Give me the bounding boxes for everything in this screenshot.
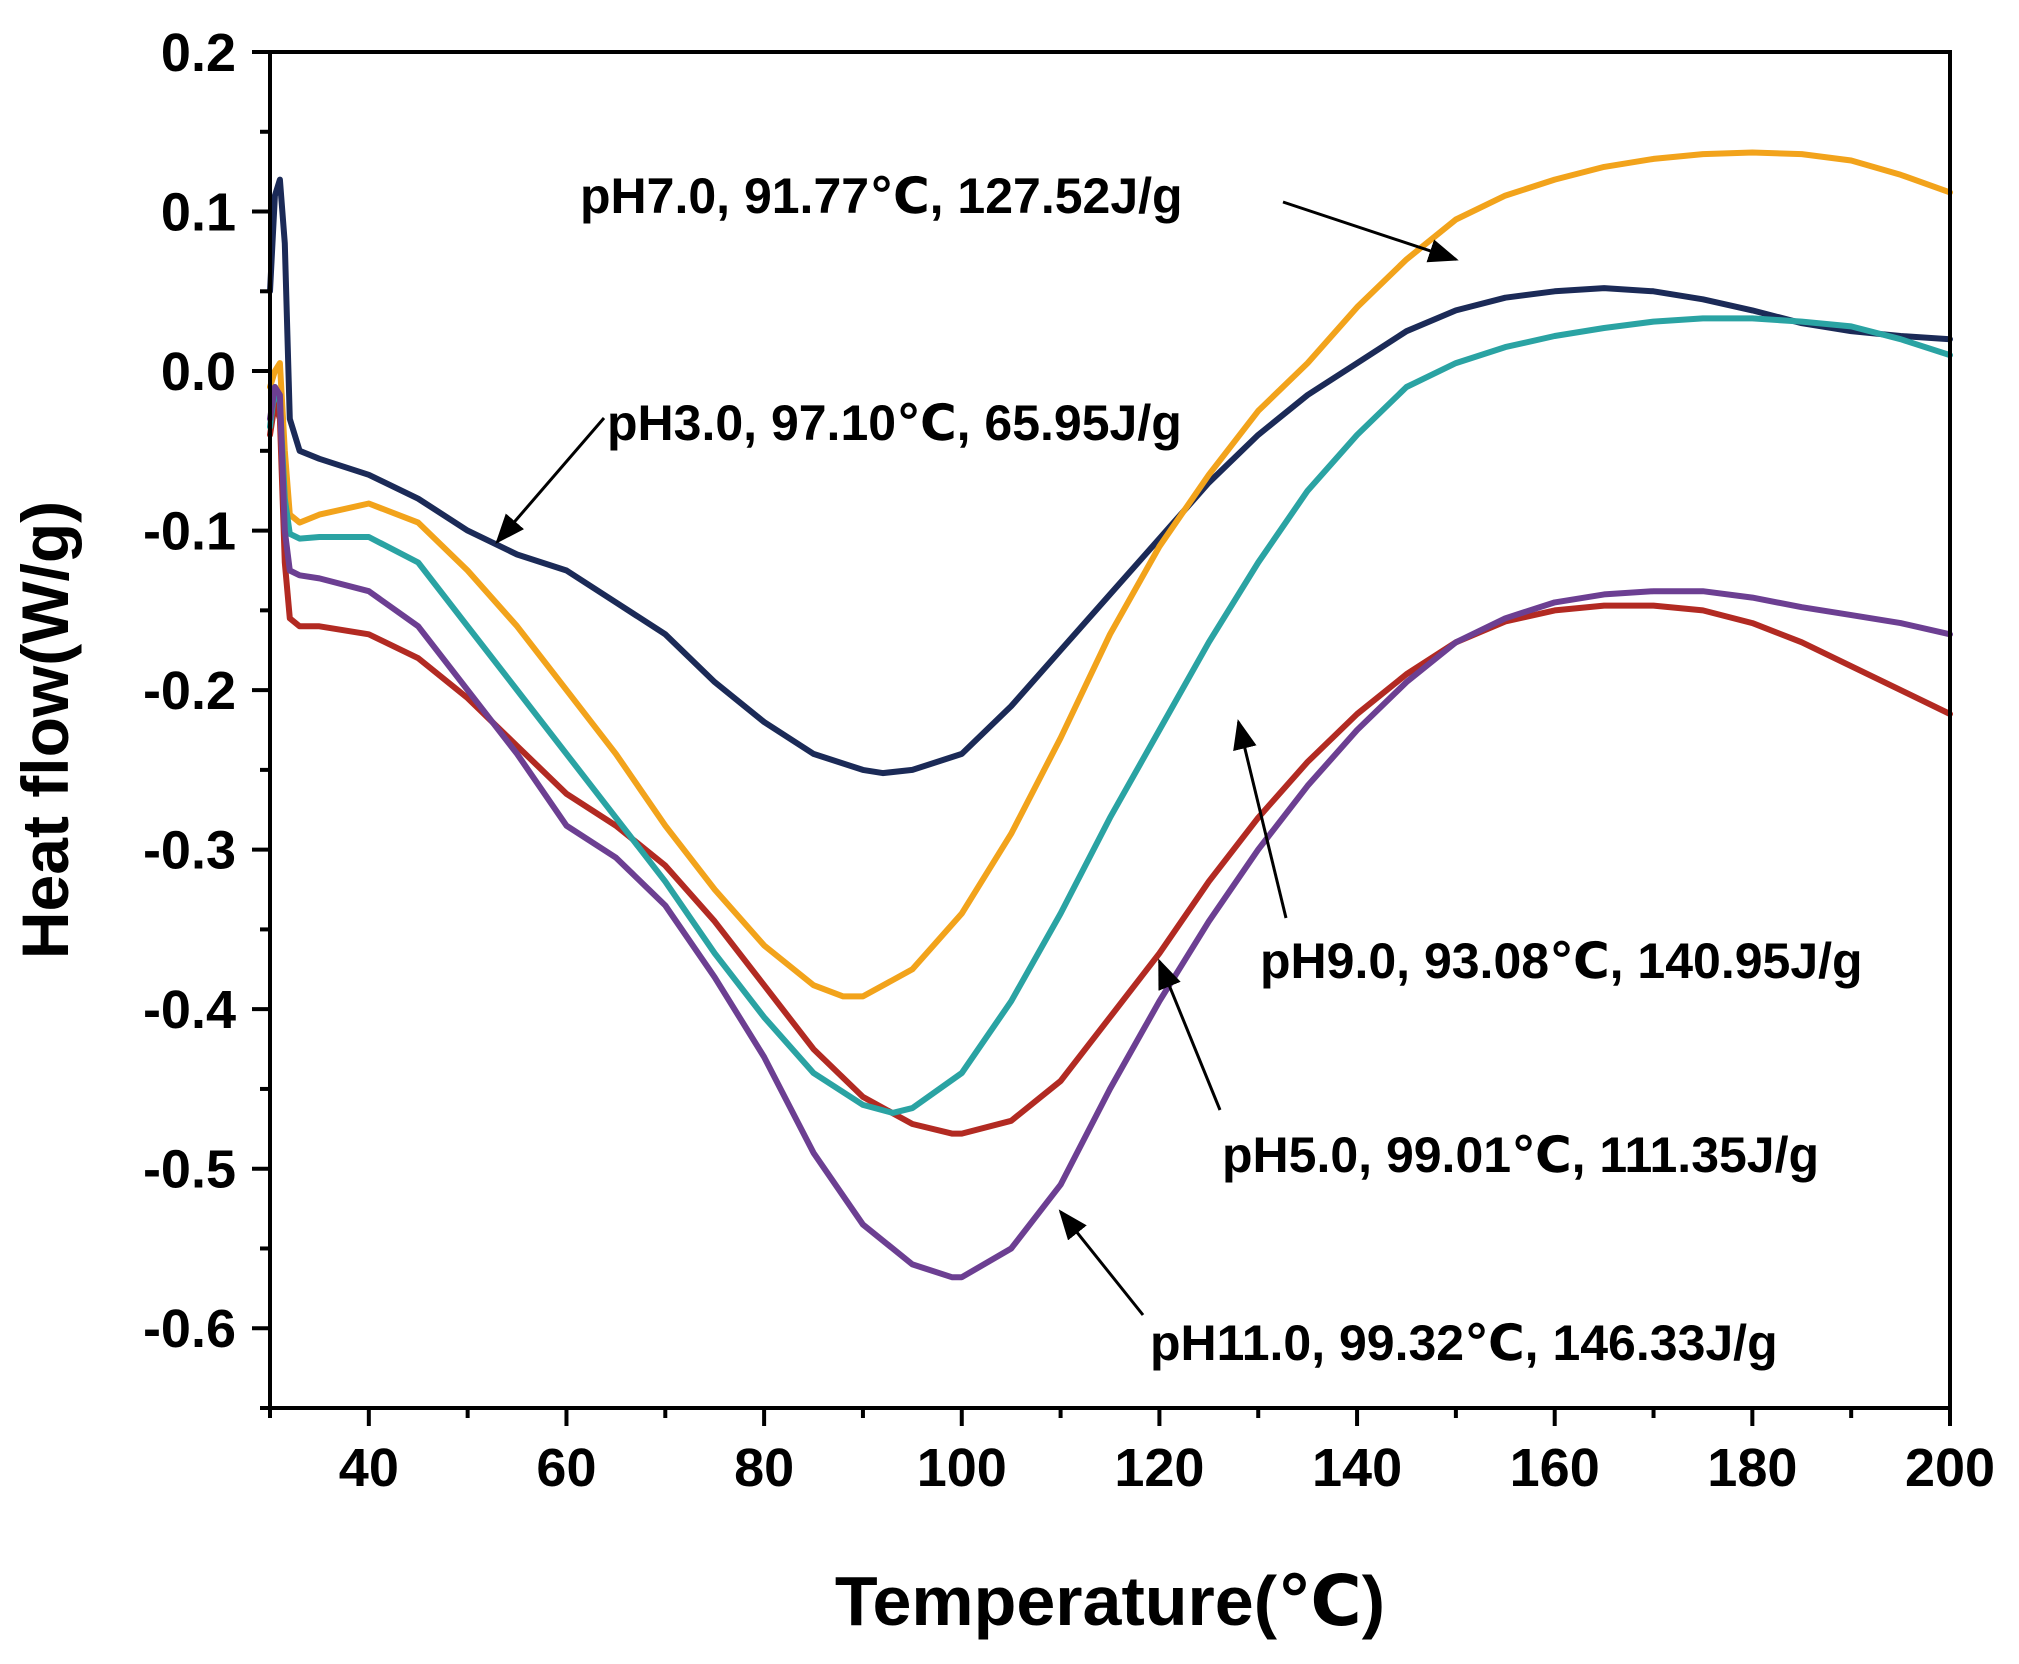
annotation-ph5-0: pH5.0, 99.01℃, 111.35J/g bbox=[1222, 1127, 1819, 1183]
annotation-layer: pH7.0, 91.77℃, 127.52J/g pH3.0, 97.10℃, 6… bbox=[495, 168, 1863, 1371]
x-tick-label: 180 bbox=[1707, 1438, 1797, 1498]
x-tick-label: 140 bbox=[1312, 1438, 1402, 1498]
x-tick-label: 40 bbox=[339, 1438, 399, 1498]
series-line-ph7-0 bbox=[267, 149, 1953, 1000]
x-tick-label: 160 bbox=[1510, 1438, 1600, 1498]
x-axis: 40 60 80 100 120 140 160 180 200 bbox=[268, 1408, 1995, 1498]
x-axis-title: Temperature(℃) bbox=[835, 1562, 1385, 1640]
y-tick-label: -0.4 bbox=[143, 980, 236, 1040]
annotation-ph3-0: pH3.0, 97.10℃, 65.95J/g bbox=[607, 395, 1182, 451]
x-tick-label: 200 bbox=[1905, 1438, 1995, 1498]
annotation-arrow-ph9-0 bbox=[1233, 719, 1288, 919]
annotation-arrow-ph7-0 bbox=[1282, 200, 1459, 263]
y-tick-label: -0.2 bbox=[143, 661, 236, 721]
annotation-arrow-ph5-0 bbox=[1158, 958, 1222, 1111]
y-tick-label: 0.2 bbox=[161, 23, 236, 83]
series-line-ph3-0 bbox=[267, 176, 1953, 777]
y-tick-label: -0.5 bbox=[143, 1140, 236, 1200]
y-tick-label: -0.6 bbox=[143, 1299, 236, 1359]
y-tick-label: 0.0 bbox=[161, 342, 236, 402]
annotation-arrow-ph3-0 bbox=[495, 417, 606, 545]
plot-frame bbox=[268, 50, 1952, 1410]
y-axis: 0.2 0.1 0.0 -0.1 -0.2 -0.3 -0.4 -0.5 -0.6 bbox=[143, 23, 270, 1410]
y-axis-title: Heat flow(W/g) bbox=[8, 501, 82, 959]
series-layer bbox=[267, 149, 1953, 1281]
annotation-ph7-0: pH7.0, 91.77℃, 127.52J/g bbox=[580, 168, 1183, 224]
x-tick-label: 120 bbox=[1114, 1438, 1204, 1498]
annotation-ph9-0: pH9.0, 93.08℃, 140.95J/g bbox=[1260, 933, 1863, 989]
x-tick-label: 80 bbox=[734, 1438, 794, 1498]
y-tick-label: -0.3 bbox=[143, 821, 236, 881]
series-line-ph9-0 bbox=[267, 315, 1953, 1116]
y-tick-label: 0.1 bbox=[161, 183, 236, 243]
annotation-arrow-ph11-0 bbox=[1058, 1209, 1145, 1316]
y-tick-label: -0.1 bbox=[143, 502, 236, 562]
x-tick-label: 60 bbox=[536, 1438, 596, 1498]
x-tick-label: 100 bbox=[917, 1438, 1007, 1498]
series-line-ph11-0 bbox=[267, 384, 1953, 1281]
series-line-ph5-0 bbox=[267, 400, 1953, 1137]
annotation-ph11-0: pH11.0, 99.32℃, 146.33J/g bbox=[1150, 1315, 1778, 1371]
